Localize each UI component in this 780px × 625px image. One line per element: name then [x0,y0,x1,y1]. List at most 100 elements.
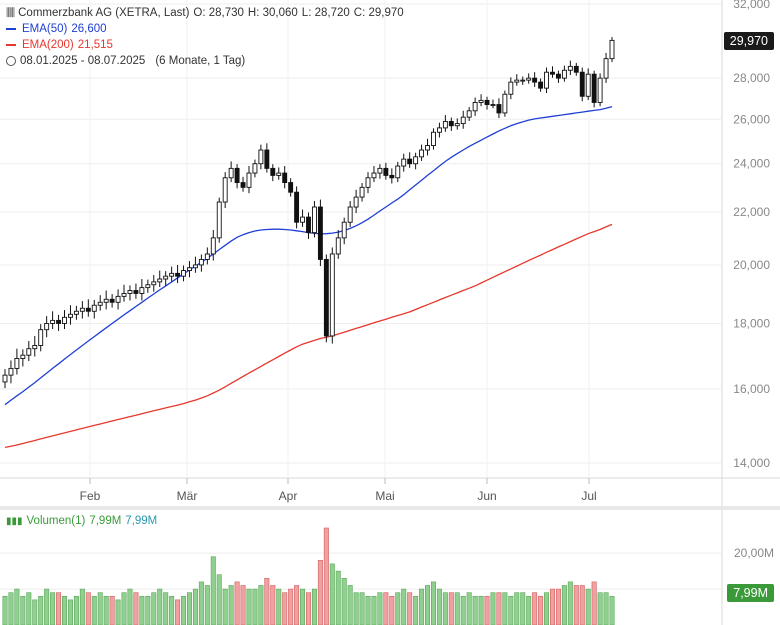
volume-bar [311,588,317,625]
x-tick-label: Apr [279,489,298,503]
volume-bar [133,592,139,625]
candle-body [353,196,359,208]
candle-body [609,39,615,60]
x-tick-label: Jul [581,489,596,503]
candle-body [550,71,555,75]
candle-body [264,149,270,169]
candle-body [62,316,67,324]
volume-bar [38,595,44,625]
y-tick-label: 22,000 [733,205,770,219]
volume-bar [430,581,436,625]
period-label: (6 Monate, 1 Tag) [155,55,246,67]
volume-bar [389,595,395,625]
candle-body [157,278,163,283]
ema200-label: EMA(200) [22,39,74,51]
volume-bar [419,588,425,625]
volume-bar [341,577,347,625]
volume-bar [91,595,97,625]
volume-bar [395,592,401,625]
volume-bar [270,585,276,625]
ema200-legend[interactable]: EMA(200) 21,515 [6,38,113,52]
candle-body [145,284,151,289]
candles [2,37,615,389]
volume-bar [186,592,192,625]
volume-bar [413,595,419,625]
volume-bar [371,595,377,625]
volume-bar [353,592,359,625]
volume-bar [127,588,133,625]
volume-value-2: 7,99M [125,515,158,527]
candle-body [413,156,419,165]
candle-body [169,272,175,277]
ema50-legend[interactable]: EMA(50) 26,600 [6,22,107,36]
candle-body [359,186,365,198]
candle-body [555,73,561,79]
candle-body [585,73,591,97]
volume-bar [407,592,413,625]
candle-body [573,65,579,73]
candle-body [312,206,317,234]
candle-body [216,201,222,239]
volume-bars [2,527,615,625]
candle-body [56,319,62,324]
volume-bar [359,592,365,625]
ema50-swatch [6,28,16,30]
candle-body [14,358,20,369]
range-legend: 08.01.2025 - 08.07.2025 (6 Monate, 1 Tag… [6,54,245,68]
ema200-value: 21,515 [77,39,113,51]
volume-legend[interactable]: ▮▮▮ Volumen(1) 7,99M 7,99M [6,515,157,527]
volume-bar [514,592,520,625]
candle-body [365,177,371,188]
volume-bar [258,585,264,625]
volume-bar [603,592,609,625]
volume-bar [8,592,14,625]
candle-body [317,206,323,260]
y-tick-label: 16,000 [733,382,770,396]
volume-tick-label: 20,00M [734,546,774,560]
volume-bar [169,595,175,625]
pane-separator [0,506,780,510]
volume-bar [555,588,561,625]
volume-bar [401,588,407,625]
volume-bar [532,592,538,625]
volume-bar [228,585,234,625]
close-value: C: 29,970 [353,7,404,19]
volume-bar [502,592,508,625]
candle-body [544,71,549,89]
chart-type-icon[interactable]: ⫼⫼ [6,7,15,19]
candle-body [514,79,520,83]
candle-body [567,65,573,71]
volume-bar [240,585,246,625]
volume-bar [520,592,526,625]
ema200-path [4,223,613,449]
volume-bar [181,595,187,625]
x-tick-label: Jun [477,489,496,503]
volume-bar [436,588,442,625]
candle-body [335,237,341,255]
volume-bar [329,563,335,625]
volume-bar [454,592,460,625]
candle-body [73,310,79,315]
volume-bar [323,527,329,625]
y-tick-label: 20,000 [733,258,770,272]
candle-body [561,69,567,79]
volume-icon: ▮▮▮ [6,515,23,527]
candle-body [68,313,73,318]
candle-body [288,182,294,193]
candle-body [448,120,454,127]
candle-body [306,216,311,234]
candle-body [79,307,85,312]
low-value: L: 28,720 [301,7,350,19]
candle-body [401,158,407,167]
candle-body [187,267,192,271]
candle-body [442,120,448,129]
candle-body [383,167,389,176]
volume-bar [139,595,145,625]
volume-bar [490,592,496,625]
volume-bar [442,592,448,625]
candle-body [520,79,526,82]
candle-body [26,348,32,356]
volume-bar [460,595,466,625]
